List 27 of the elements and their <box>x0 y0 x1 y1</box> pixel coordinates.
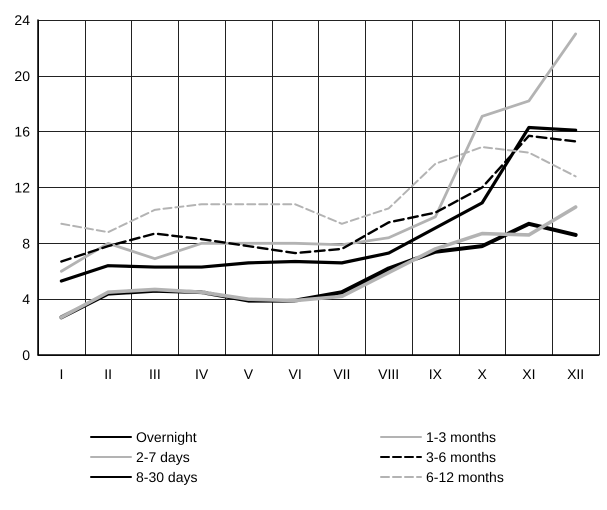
x-tick-label: VI <box>288 366 302 382</box>
y-tick-label: 0 <box>22 347 30 363</box>
y-tick-label: 24 <box>14 12 30 28</box>
line-series <box>60 32 578 273</box>
x-tick-label: IX <box>428 366 443 382</box>
legend-label: 6-12 months <box>426 469 504 485</box>
legend-label: 8-30 days <box>136 469 198 485</box>
x-tick-label: XII <box>567 366 584 382</box>
x-tick-label: III <box>149 366 161 382</box>
x-tick-label: VIII <box>378 366 400 382</box>
legend-label: 3-6 months <box>426 449 496 465</box>
x-tick-label: VII <box>333 366 350 382</box>
y-tick-label: 8 <box>22 235 30 252</box>
x-tick-label: V <box>244 366 254 382</box>
x-tick-label: X <box>477 366 488 382</box>
legend-label: Overnight <box>136 429 197 445</box>
x-tick-label: XI <box>522 366 536 382</box>
x-tick-label: II <box>104 366 112 382</box>
legend-label: 1-3 months <box>426 429 496 445</box>
y-tick-label: 16 <box>14 124 30 140</box>
x-tick-label: IV <box>195 366 209 382</box>
y-tick-label: 20 <box>14 68 30 84</box>
y-tick-label: 12 <box>14 180 30 196</box>
legend-label: 2-7 days <box>136 449 190 465</box>
y-tick-label: 4 <box>22 291 30 308</box>
line-series <box>60 126 578 283</box>
x-tick-label: I <box>59 366 64 382</box>
